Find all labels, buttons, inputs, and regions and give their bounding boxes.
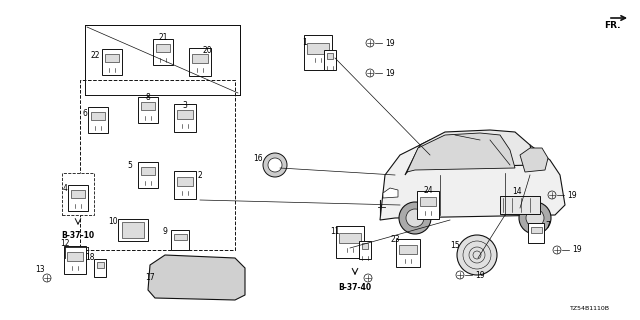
Text: 13: 13 [35, 266, 45, 275]
Bar [174, 104, 196, 132]
Bar [105, 54, 119, 62]
Bar [94, 259, 106, 277]
Text: 11: 11 [330, 228, 340, 236]
Text: 12: 12 [60, 238, 70, 247]
Text: 7: 7 [545, 220, 550, 229]
Bar [141, 102, 155, 110]
Bar [420, 196, 436, 205]
Circle shape [268, 158, 282, 172]
Bar [68, 185, 88, 211]
Bar [307, 43, 329, 53]
Bar [173, 234, 186, 240]
Bar [324, 50, 336, 70]
Text: 3: 3 [182, 100, 188, 109]
Circle shape [263, 153, 287, 177]
Bar [64, 246, 86, 274]
Text: 24: 24 [423, 186, 433, 195]
Bar [62, 173, 94, 215]
Text: B-37-40: B-37-40 [339, 284, 372, 292]
Bar [359, 241, 371, 259]
Circle shape [457, 235, 497, 275]
Bar [339, 233, 361, 243]
Text: 17: 17 [145, 274, 155, 283]
Bar [97, 262, 104, 268]
Text: 22: 22 [90, 51, 100, 60]
Text: 18: 18 [85, 253, 95, 262]
Text: 20: 20 [202, 45, 212, 54]
Text: 5: 5 [127, 161, 132, 170]
Bar [399, 244, 417, 253]
Bar [417, 191, 439, 219]
Polygon shape [148, 255, 245, 300]
Text: 15: 15 [450, 241, 460, 250]
Text: 2: 2 [198, 171, 202, 180]
Bar [531, 227, 541, 233]
Bar [177, 109, 193, 118]
Bar [118, 219, 148, 241]
Circle shape [526, 209, 544, 227]
Polygon shape [380, 135, 565, 220]
Circle shape [406, 209, 424, 227]
Circle shape [519, 202, 551, 234]
Bar [91, 112, 105, 120]
Text: 6: 6 [83, 108, 88, 117]
Bar [528, 223, 544, 243]
Text: 23: 23 [390, 236, 400, 244]
Bar [336, 226, 364, 258]
Text: 21: 21 [158, 33, 168, 42]
Bar [138, 162, 158, 188]
Text: 14: 14 [512, 188, 522, 196]
Bar [88, 107, 108, 133]
Text: 19: 19 [385, 38, 395, 47]
Text: 19: 19 [572, 245, 582, 254]
Text: 9: 9 [163, 228, 168, 236]
Text: 10: 10 [108, 218, 118, 227]
Bar [138, 97, 158, 123]
Text: 8: 8 [146, 92, 150, 101]
Bar [177, 177, 193, 186]
Polygon shape [407, 133, 515, 172]
Bar [80, 80, 235, 250]
Polygon shape [520, 148, 548, 172]
Text: 4: 4 [63, 183, 67, 193]
Text: TZ54B1110B: TZ54B1110B [570, 306, 610, 310]
Text: 19: 19 [567, 190, 577, 199]
Bar [71, 190, 85, 198]
Bar [102, 49, 122, 75]
Bar [141, 167, 155, 175]
Bar [171, 230, 189, 250]
Text: FR.: FR. [604, 20, 620, 29]
Polygon shape [405, 130, 535, 175]
Bar [156, 44, 170, 52]
Bar [67, 252, 83, 260]
Bar [122, 222, 144, 238]
Text: B-37-10: B-37-10 [61, 230, 95, 239]
Text: 19: 19 [475, 270, 485, 279]
Text: 16: 16 [253, 154, 263, 163]
Bar [192, 53, 208, 62]
Bar [85, 25, 240, 95]
Bar [396, 239, 420, 267]
Circle shape [399, 202, 431, 234]
Text: 19: 19 [385, 68, 395, 77]
Text: 1: 1 [303, 37, 307, 46]
Bar [500, 196, 540, 214]
Bar [153, 39, 173, 65]
Bar [327, 53, 333, 59]
Bar [304, 35, 332, 69]
Bar [189, 48, 211, 76]
Bar [362, 243, 368, 249]
Bar [174, 171, 196, 199]
Polygon shape [383, 188, 398, 198]
